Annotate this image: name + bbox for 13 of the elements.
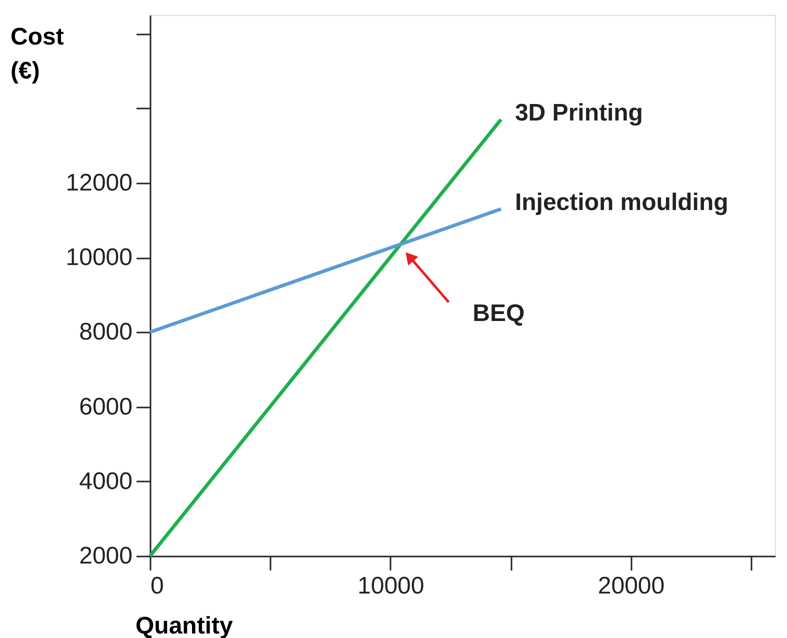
y-tick-label: 6000 bbox=[79, 393, 132, 420]
y-tick-label: 4000 bbox=[79, 468, 132, 495]
x-tick-label: 20000 bbox=[598, 572, 665, 600]
x-tick-label: 0 bbox=[150, 572, 164, 600]
y-axis-title: Cost (€) bbox=[10, 24, 64, 84]
annotation: BEQ bbox=[472, 300, 525, 328]
y-tick-label: 10000 bbox=[66, 244, 132, 272]
y-tick-label: 8000 bbox=[79, 318, 132, 346]
y-tick-label: 2000 bbox=[79, 542, 132, 570]
y-tick-label: 12000 bbox=[66, 169, 132, 196]
series-label: Injection moulding bbox=[514, 189, 728, 216]
x-tick-label: 10000 bbox=[358, 572, 424, 600]
series-label: 3D Printing bbox=[514, 99, 643, 126]
